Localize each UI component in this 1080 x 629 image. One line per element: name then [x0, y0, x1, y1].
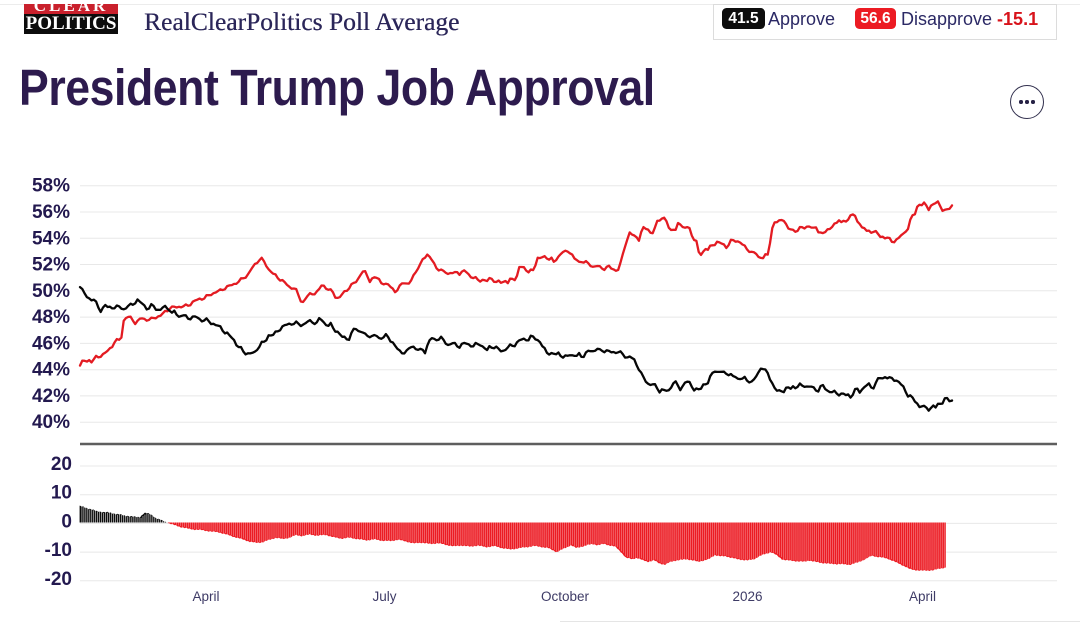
svg-text:0: 0 — [61, 511, 72, 532]
svg-text:-20: -20 — [45, 569, 72, 590]
svg-text:44%: 44% — [32, 360, 70, 381]
svg-text:48%: 48% — [32, 307, 70, 328]
svg-text:50%: 50% — [32, 281, 70, 302]
svg-text:56%: 56% — [32, 202, 70, 223]
svg-text:October: October — [541, 589, 590, 604]
svg-text:April: April — [192, 589, 219, 604]
svg-text:58%: 58% — [32, 176, 70, 197]
svg-text:52%: 52% — [32, 255, 70, 276]
svg-text:54%: 54% — [32, 228, 70, 249]
svg-text:10: 10 — [51, 483, 72, 504]
svg-text:2026: 2026 — [732, 589, 762, 604]
svg-text:April: April — [909, 589, 936, 604]
svg-text:42%: 42% — [32, 386, 70, 407]
svg-text:46%: 46% — [32, 333, 70, 354]
svg-text:-10: -10 — [45, 540, 72, 561]
svg-text:20: 20 — [51, 454, 72, 475]
svg-text:40%: 40% — [32, 412, 70, 433]
svg-text:July: July — [372, 589, 396, 604]
